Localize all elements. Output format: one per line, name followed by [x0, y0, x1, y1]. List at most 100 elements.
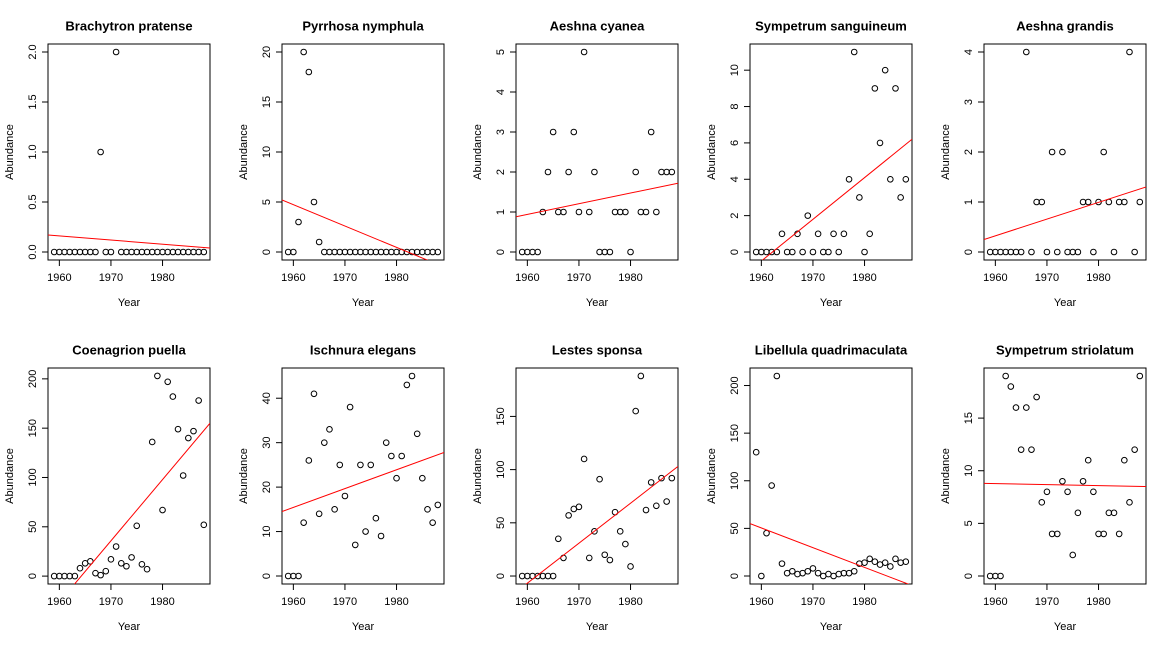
point	[372, 514, 380, 522]
point	[1012, 404, 1020, 411]
point	[825, 248, 832, 256]
plot-box	[47, 43, 211, 261]
x-tick-label: 1960	[281, 272, 305, 284]
point	[789, 567, 796, 575]
trend-line	[282, 199, 429, 260]
point	[1064, 488, 1071, 496]
point	[575, 503, 583, 511]
y-axis-label: Abundance	[706, 448, 718, 504]
point	[1126, 48, 1133, 56]
point	[128, 554, 135, 561]
point	[76, 564, 84, 572]
point	[315, 510, 323, 518]
point	[575, 208, 583, 216]
point	[200, 521, 208, 529]
point	[814, 569, 822, 577]
point	[107, 248, 115, 256]
x-tick-label: 1960	[515, 272, 539, 284]
plot-box	[515, 43, 679, 261]
point	[794, 570, 801, 578]
x-tick-label: 1980	[852, 596, 876, 608]
y-tick-label: 10	[261, 146, 273, 158]
x-tick-label: 1970	[333, 596, 357, 608]
y-tick-label: 30	[261, 437, 273, 449]
x-axis-label: Year	[586, 621, 609, 633]
chart-title: Ischnura elegans	[310, 342, 416, 357]
point	[632, 407, 639, 415]
point	[295, 572, 302, 580]
point	[835, 248, 843, 256]
point	[357, 461, 364, 469]
point	[799, 248, 806, 256]
panel: Aeshna cyanea Year Abundance 1960 1970 1980 0 1…	[472, 18, 679, 309]
x-axis-label: Year	[820, 297, 843, 309]
point	[773, 248, 781, 256]
point	[544, 168, 552, 176]
point	[174, 425, 182, 433]
trend-line	[984, 186, 1146, 240]
point	[850, 567, 858, 575]
point	[758, 572, 765, 580]
point	[1043, 488, 1051, 496]
point	[632, 168, 639, 176]
y-tick-label: 6	[729, 140, 741, 146]
x-tick-label: 1970	[1035, 272, 1059, 284]
point	[295, 218, 302, 226]
point	[668, 474, 676, 482]
point	[1023, 48, 1030, 56]
y-tick-label: 0	[729, 573, 741, 579]
plot-box	[281, 43, 445, 261]
y-axis-label: Abundance	[4, 124, 16, 180]
point	[601, 551, 609, 559]
y-tick-label: 150	[495, 407, 507, 425]
point	[1059, 148, 1066, 156]
point	[1033, 393, 1040, 401]
point	[627, 248, 634, 256]
point	[591, 528, 598, 535]
x-tick-label: 1980	[1086, 596, 1110, 608]
y-axis-label: Abundance	[940, 448, 952, 504]
point	[668, 168, 676, 176]
point	[1038, 499, 1046, 506]
y-tick-label: 0	[963, 573, 975, 579]
panel: Lestes sponsa Year Abundance 1960 1970 1980 0 5…	[472, 342, 679, 633]
point	[154, 372, 161, 380]
point	[148, 438, 156, 446]
point	[585, 554, 593, 562]
point	[637, 372, 645, 380]
point	[1053, 248, 1061, 256]
x-tick-label: 1960	[749, 272, 773, 284]
point	[591, 168, 598, 176]
point	[1017, 248, 1025, 256]
x-axis-label: Year	[1054, 297, 1077, 309]
point	[341, 492, 349, 500]
point	[1131, 248, 1138, 256]
point	[1084, 198, 1092, 206]
point	[1121, 456, 1128, 464]
point	[138, 560, 146, 568]
y-tick-label: 0	[729, 249, 741, 255]
panel: Sympetrum sanguineum Year Abundance 1960 197…	[706, 18, 913, 309]
y-tick-label: 0	[27, 573, 39, 579]
point	[429, 519, 436, 526]
y-tick-label: 10	[261, 525, 273, 537]
point	[159, 506, 166, 514]
y-axis-label: Abundance	[472, 448, 484, 504]
point	[549, 572, 557, 580]
point	[1121, 198, 1128, 206]
chart-title: Aeshna grandis	[1016, 18, 1114, 33]
x-tick-label: 1970	[99, 596, 123, 608]
point	[840, 230, 848, 238]
point	[1074, 509, 1082, 517]
plot-box	[749, 367, 913, 585]
point	[195, 397, 202, 404]
point	[351, 541, 359, 549]
point	[887, 175, 894, 183]
x-tick-label: 1960	[983, 272, 1007, 284]
point	[778, 230, 786, 238]
point	[1028, 248, 1035, 256]
x-tick-label: 1980	[150, 596, 174, 608]
y-tick-label: 50	[27, 521, 39, 533]
y-axis-label: Abundance	[4, 448, 16, 504]
y-tick-label: 0	[261, 573, 273, 579]
